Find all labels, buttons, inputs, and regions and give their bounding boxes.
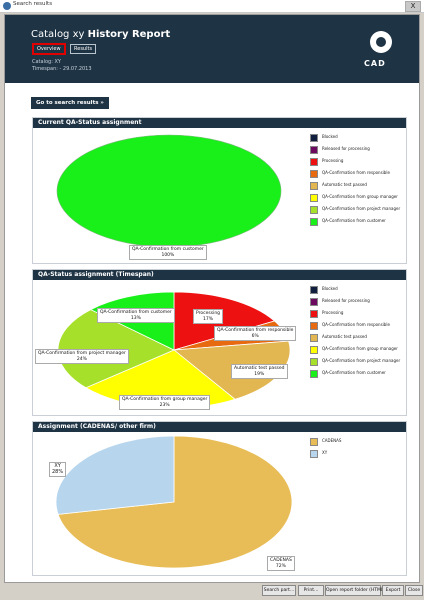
tab-results[interactable]: Results: [70, 44, 97, 54]
legend-item: Processing: [310, 308, 400, 320]
legend-item: Blocked: [310, 132, 400, 144]
pie-slice-qa-confirmation-from-project-manager: [57, 309, 175, 389]
pie-slice-processing: [173, 291, 276, 351]
app-icon: [3, 2, 11, 10]
section-title: QA-Status assignment (Timespan): [33, 270, 406, 280]
section-assignment: Assignment (CADENAS/ other firm) XY 28% C…: [32, 421, 407, 576]
pie-slice: [56, 134, 282, 248]
legend-item: QA-Confirmation from project manager: [310, 356, 400, 368]
legend-item: Processing: [310, 156, 400, 168]
pie-label-responsible: QA-Confirmation from responsible 6%: [214, 326, 297, 341]
section-title: Current QA-Status assignment: [33, 118, 406, 128]
legend-item: QA-Confirmation from project manager: [310, 204, 400, 216]
timespan-line: Timespan: - 29.07.2013: [32, 66, 92, 72]
legend-item: QA-Confirmation from group manager: [310, 192, 400, 204]
legend-assignment: CADENAS XY: [310, 436, 400, 460]
pie-label-project-manager: QA-Confirmation from project manager 24%: [35, 349, 129, 364]
legend-status: Blocked Released for processing Processi…: [310, 284, 400, 380]
window-close-button[interactable]: X: [405, 1, 421, 12]
window-title: Search results: [13, 1, 53, 7]
cad-logo: CAD: [361, 29, 401, 73]
section-qa-status-timespan: QA-Status assignment (Timespan) Processi…: [32, 269, 407, 416]
legend-item: Automatic test passed: [310, 332, 400, 344]
catalog-prefix: Catalog xy: [31, 29, 85, 40]
pie-chart-assignment: [55, 435, 293, 569]
pie-label-cadenas: CADENAS 72%: [267, 556, 295, 571]
legend-item: QA-Confirmation from responsible: [310, 168, 400, 180]
page-title: Catalog xy History Report: [31, 29, 170, 40]
pie-label-xy: XY 28%: [49, 462, 67, 477]
pie-slice-cadenas: [57, 435, 293, 569]
legend-item: Released for processing: [310, 296, 400, 308]
report-viewport: Catalog xy History Report Overview Resul…: [4, 14, 420, 583]
open-report-folder-button[interactable]: Open report folder (HTML): [325, 585, 385, 596]
print-button[interactable]: Print...: [298, 585, 324, 596]
pie-label-customer: QA-Confirmation from customer 13%: [97, 308, 175, 323]
tab-overview[interactable]: Overview: [32, 43, 66, 55]
pie-slice-xy: [55, 435, 175, 515]
legend-item: QA-Confirmation from group manager: [310, 344, 400, 356]
export-button[interactable]: Export: [382, 585, 404, 596]
pie-label-customer: QA-Confirmation from customer 100%: [129, 245, 207, 260]
report-title: History Report: [87, 29, 171, 40]
pie-label-processing: Processing 17%: [193, 309, 224, 324]
legend-item: Automatic test passed: [310, 180, 400, 192]
section-title: Assignment (CADENAS/ other firm): [33, 422, 406, 432]
legend-item: QA-Confirmation from responsible: [310, 320, 400, 332]
section-current-qa-status: Current QA-Status assignment QA-Confirma…: [32, 117, 407, 264]
go-to-search-results-button[interactable]: Go to search results »: [31, 97, 109, 109]
logo-text: CAD: [364, 59, 386, 68]
legend-item: QA-Confirmation from customer: [310, 216, 400, 228]
pie-label-automatic-test: Automatic test passed 19%: [231, 364, 288, 379]
search-part-button[interactable]: Search part...: [262, 585, 296, 596]
report-header: Catalog xy History Report Overview Resul…: [5, 15, 419, 83]
legend-item: XY: [310, 448, 400, 460]
pie-label-group-manager: QA-Confirmation from group manager 23%: [119, 395, 211, 410]
legend-item: QA-Confirmation from customer: [310, 368, 400, 380]
legend-item: CADENAS: [310, 436, 400, 448]
legend-item: Blocked: [310, 284, 400, 296]
bottom-toolbar: Search part... Print... Open report fold…: [0, 582, 424, 600]
title-bar: Search results X: [0, 0, 424, 13]
legend-item: Released for processing: [310, 144, 400, 156]
catalog-line: Catalog: XY: [32, 59, 61, 65]
legend-status: Blocked Released for processing Processi…: [310, 132, 400, 228]
close-button[interactable]: Close: [405, 585, 423, 596]
